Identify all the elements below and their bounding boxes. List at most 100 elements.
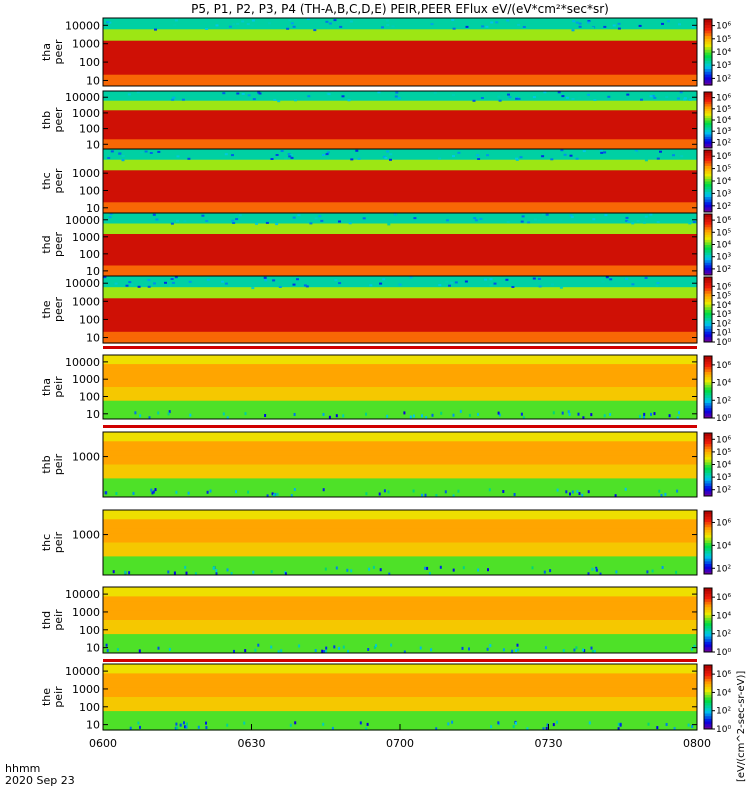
colorbar-swatch bbox=[704, 633, 712, 637]
colorbar-tick-label: 10⁰ bbox=[716, 648, 731, 658]
noise-speckle bbox=[533, 218, 537, 221]
noise-speckle bbox=[176, 155, 180, 158]
colorbar-frame bbox=[703, 276, 713, 343]
noise-speckle bbox=[186, 722, 188, 726]
noise-speckle bbox=[563, 153, 567, 156]
heatmap-band bbox=[103, 601, 697, 607]
noise-speckle bbox=[103, 276, 107, 279]
noise-speckle bbox=[531, 566, 534, 570]
noise-speckle bbox=[314, 649, 317, 652]
colorbar-swatch bbox=[704, 399, 712, 403]
noise-speckle bbox=[643, 412, 646, 416]
colorbar-swatch bbox=[704, 178, 712, 182]
noise-speckle bbox=[369, 284, 373, 287]
noise-speckle bbox=[603, 414, 606, 418]
noise-speckle bbox=[617, 722, 620, 726]
noise-speckle bbox=[338, 220, 341, 223]
noise-speckle bbox=[386, 24, 390, 27]
noise-speckle bbox=[601, 280, 605, 283]
noise-speckle bbox=[127, 93, 131, 96]
noise-speckle bbox=[506, 221, 510, 223]
noise-speckle bbox=[450, 281, 454, 284]
heatmap-band bbox=[103, 186, 697, 193]
noise-speckle bbox=[591, 650, 594, 653]
noise-speckle bbox=[485, 25, 489, 28]
noise-speckle bbox=[656, 157, 660, 160]
noise-speckle bbox=[661, 566, 664, 569]
noise-speckle bbox=[644, 276, 648, 279]
x-tick-label: 0600 bbox=[89, 737, 117, 750]
colorbar-swatch bbox=[704, 601, 712, 605]
noise-speckle bbox=[327, 93, 331, 96]
noise-speckle bbox=[435, 494, 438, 497]
colorbar-tick-label: 10⁶ bbox=[716, 518, 731, 528]
colorbar-tick-label: 10⁵ bbox=[716, 228, 731, 238]
heatmap-band bbox=[103, 715, 697, 722]
noise-speckle bbox=[411, 214, 414, 217]
heatmap-band bbox=[103, 711, 697, 717]
noise-speckle bbox=[688, 222, 692, 225]
noise-speckle bbox=[322, 722, 325, 726]
colorbar-tick-label: 10⁴ bbox=[716, 461, 731, 471]
colorbar-swatch bbox=[704, 440, 712, 444]
heatmap-band bbox=[103, 706, 697, 712]
noise-speckle bbox=[277, 100, 281, 103]
noise-speckle bbox=[627, 220, 631, 223]
noise-speckle bbox=[464, 280, 468, 283]
colorbar-tick-label: 10⁶ bbox=[716, 435, 731, 445]
y-tick-label: 100 bbox=[79, 56, 100, 69]
colorbar-swatch bbox=[704, 127, 712, 130]
noise-speckle bbox=[526, 727, 529, 731]
colorbar-swatch bbox=[704, 138, 712, 142]
noise-speckle bbox=[497, 721, 500, 725]
heatmap-band bbox=[103, 547, 697, 553]
y-tick-label: 100 bbox=[79, 390, 100, 403]
panel-the-peir: 10000 1000 100 10 the peir 10⁶ 10⁴ 10² 10⁰ bbox=[40, 663, 731, 735]
heatmap-band bbox=[103, 149, 697, 155]
panel-gap bbox=[103, 419, 697, 425]
noise-speckle bbox=[174, 19, 178, 22]
noise-speckle bbox=[556, 720, 558, 724]
y-tick-label: 10 bbox=[86, 719, 100, 732]
noise-speckle bbox=[591, 27, 595, 29]
noise-speckle bbox=[278, 286, 282, 288]
noise-speckle bbox=[546, 723, 549, 727]
colorbar-tick-label: 10² bbox=[716, 396, 731, 406]
colorbar-swatch bbox=[704, 641, 712, 645]
noise-speckle bbox=[338, 647, 341, 650]
panel-label-probe: tha bbox=[40, 43, 53, 61]
heatmap-band bbox=[103, 244, 697, 251]
noise-speckle bbox=[578, 492, 581, 496]
colorbar-tick-label: 10⁶ bbox=[716, 216, 731, 226]
noise-speckle bbox=[236, 22, 240, 25]
colorbar-swatch bbox=[704, 379, 712, 383]
noise-speckle bbox=[280, 649, 283, 653]
heatmap-band bbox=[103, 445, 697, 452]
colorbar-swatch bbox=[704, 596, 712, 600]
panel-frame bbox=[102, 354, 698, 420]
noise-speckle bbox=[445, 280, 449, 283]
colorbar-swatch bbox=[704, 35, 712, 39]
noise-speckle bbox=[362, 217, 366, 220]
panel-frame bbox=[102, 17, 698, 87]
noise-speckle bbox=[152, 213, 156, 216]
noise-speckle bbox=[660, 494, 663, 497]
noise-speckle bbox=[335, 566, 338, 570]
noise-speckle bbox=[607, 95, 611, 98]
colorbar-swatch bbox=[704, 141, 712, 144]
noise-speckle bbox=[132, 491, 135, 495]
colorbar-swatch bbox=[704, 272, 712, 276]
noise-speckle bbox=[294, 99, 297, 102]
noise-speckle bbox=[125, 284, 129, 287]
colorbar-swatch bbox=[704, 19, 712, 23]
panel-label-product: peer bbox=[52, 39, 65, 65]
noise-speckle bbox=[205, 721, 207, 725]
heatmap-band bbox=[103, 638, 697, 645]
colorbar-swatch bbox=[704, 550, 712, 554]
colorbar-swatch bbox=[704, 686, 712, 690]
noise-speckle bbox=[296, 278, 299, 281]
noise-speckle bbox=[246, 23, 250, 26]
noise-speckle bbox=[538, 285, 542, 288]
noise-speckle bbox=[167, 570, 170, 574]
